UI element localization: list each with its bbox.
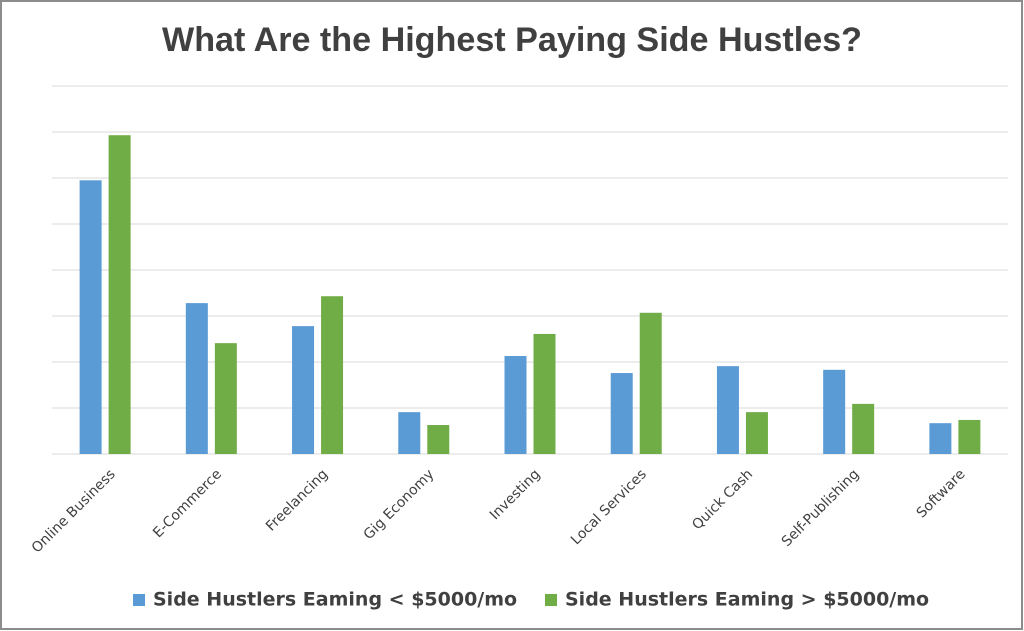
bar [823,369,846,454]
bar [108,135,131,454]
bar [639,312,662,454]
legend-label: Side Hustlers Eaming > $5000/mo [565,589,929,611]
bar [427,425,450,454]
bar [185,303,208,454]
bar [398,412,421,454]
legend-swatch [545,594,557,606]
bar [745,412,768,454]
bar [321,296,344,454]
bar [292,326,315,454]
bar [214,343,237,454]
legend-swatch [133,594,145,606]
bar [852,403,875,454]
bar [958,419,981,454]
bar [610,373,633,454]
bar [504,356,527,454]
bar [716,366,739,454]
bar [929,423,952,454]
bar [79,180,102,455]
chart-title: What Are the Highest Paying Side Hustles… [162,21,862,59]
bar [533,333,556,454]
legend-label: Side Hustlers Eaming < $5000/mo [153,589,517,611]
